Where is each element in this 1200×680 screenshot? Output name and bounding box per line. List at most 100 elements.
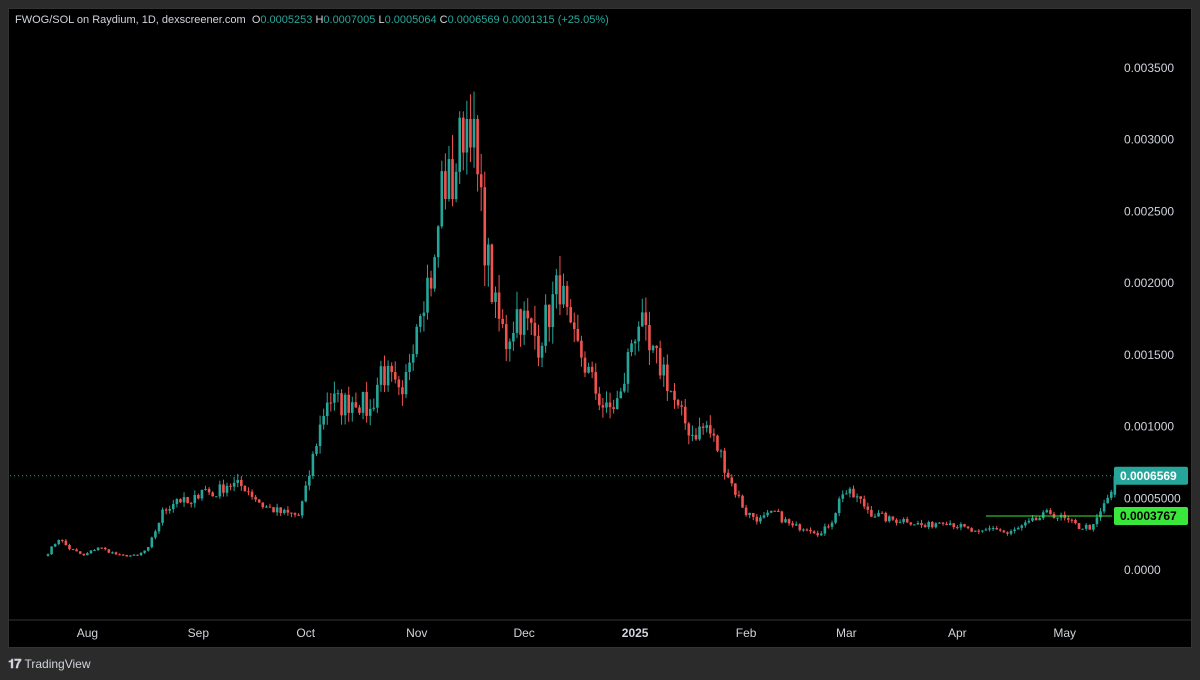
- candle-body: [751, 513, 755, 517]
- candle: [172, 499, 175, 513]
- candle: [479, 153, 483, 212]
- candle: [347, 386, 351, 422]
- overlays-group: [10, 475, 1112, 517]
- candle-body: [902, 518, 905, 523]
- candle-body: [515, 309, 519, 333]
- candle: [157, 522, 161, 534]
- candle: [1049, 508, 1052, 515]
- candle-body: [322, 416, 325, 425]
- candle-body: [254, 496, 257, 500]
- time-axis: Aug Sep Oct Nov Dec 2025 Feb Mar Apr May: [9, 619, 1191, 640]
- candle: [859, 496, 862, 504]
- candle-body: [139, 552, 143, 556]
- candle: [182, 492, 186, 507]
- candle: [691, 425, 694, 442]
- candle: [82, 553, 86, 556]
- candle: [476, 115, 479, 192]
- candle-body: [426, 277, 429, 313]
- candle: [902, 517, 905, 525]
- candle-body: [1095, 517, 1099, 525]
- time-tick-label: Sep: [188, 626, 210, 640]
- candle: [1099, 508, 1102, 521]
- candle-body: [89, 550, 93, 554]
- candle: [1027, 517, 1031, 524]
- candle: [444, 153, 447, 210]
- candle-body: [179, 499, 182, 503]
- candle-body: [1027, 520, 1031, 523]
- candle-body: [512, 332, 515, 342]
- candle: [734, 483, 737, 498]
- candle-body: [730, 477, 734, 484]
- candle-body: [676, 399, 680, 406]
- candle: [179, 498, 182, 503]
- chart-frame[interactable]: FWOG/SOL on Raydium, 1D, dexscreener.com…: [8, 8, 1192, 648]
- candle: [909, 522, 913, 526]
- candle-body: [916, 523, 920, 525]
- candle: [1081, 528, 1084, 530]
- candle: [111, 551, 114, 554]
- candle: [701, 423, 705, 435]
- tradingview-footer[interactable]: 𝟏𝟕 TradingView: [8, 656, 91, 672]
- candle-body: [608, 402, 612, 408]
- candle-body: [666, 364, 669, 392]
- candle-body: [734, 483, 737, 495]
- candle: [895, 518, 898, 526]
- candle-body: [855, 496, 859, 498]
- candle: [240, 476, 243, 491]
- time-tick-label: Apr: [948, 626, 967, 640]
- candle-body: [376, 384, 379, 408]
- candle: [877, 510, 880, 517]
- candle-body: [103, 547, 107, 550]
- candle-body: [934, 523, 938, 528]
- candle: [1006, 531, 1009, 536]
- time-tick-label: May: [1053, 626, 1076, 640]
- candle-body: [1102, 503, 1106, 512]
- candle-body: [404, 372, 408, 395]
- candle-body: [970, 528, 973, 532]
- candle-body: [812, 531, 816, 534]
- candle: [429, 270, 433, 297]
- candle: [390, 362, 393, 382]
- candle-body: [809, 529, 812, 532]
- candle-body: [540, 345, 544, 358]
- change-value: 0.0001315 (+25.05%): [502, 14, 609, 26]
- candle: [257, 498, 261, 503]
- candle: [465, 100, 469, 175]
- candle-body: [587, 366, 590, 373]
- candle: [905, 516, 909, 523]
- candle-body: [193, 494, 197, 504]
- candle-body: [286, 509, 290, 513]
- candle: [952, 522, 956, 530]
- candle: [773, 510, 777, 512]
- candle-body: [859, 496, 862, 499]
- candle-body: [888, 516, 891, 522]
- candle-body: [214, 496, 218, 498]
- candle: [501, 309, 504, 329]
- candle: [415, 324, 419, 358]
- candle-body: [784, 519, 787, 523]
- candle-body: [1031, 517, 1034, 521]
- candle: [143, 550, 146, 554]
- candle: [791, 520, 794, 528]
- candle-body: [290, 512, 293, 514]
- candle-body: [862, 498, 866, 507]
- candle: [819, 531, 823, 536]
- candle-body: [200, 489, 204, 499]
- candle: [487, 237, 490, 287]
- candle: [927, 520, 930, 530]
- candle: [1092, 523, 1095, 532]
- candle: [848, 487, 852, 498]
- candle-body: [315, 446, 318, 454]
- candle-body: [293, 513, 297, 515]
- candle-body: [501, 318, 504, 325]
- candle: [261, 502, 265, 509]
- candle-body: [411, 354, 415, 363]
- candle-body: [164, 509, 168, 511]
- candle-body: [744, 507, 748, 516]
- candle: [823, 523, 827, 536]
- candle-body: [701, 426, 705, 428]
- candle-body: [318, 424, 322, 447]
- candle: [723, 447, 726, 480]
- time-tick-label: 2025: [622, 626, 649, 640]
